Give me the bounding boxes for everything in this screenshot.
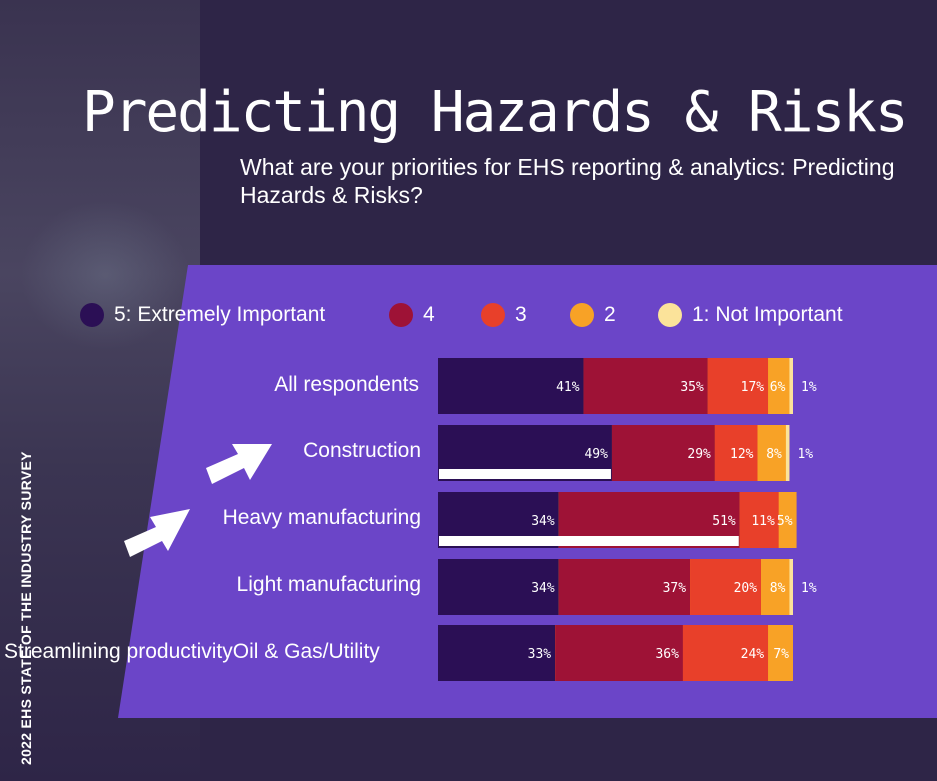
segment-label: 17% xyxy=(741,380,765,395)
segment-label: 12% xyxy=(730,447,754,462)
bar-segment xyxy=(785,425,790,481)
bar-segment xyxy=(714,425,758,481)
segment-label: 34% xyxy=(531,514,555,529)
highlight-underline xyxy=(439,536,739,546)
highlight-underline xyxy=(439,469,611,479)
segment-label: 33% xyxy=(528,647,552,662)
segment-label: 7% xyxy=(773,647,789,662)
bar-segment xyxy=(558,559,691,615)
bar-segment xyxy=(768,625,793,681)
arrow-right-icon xyxy=(206,444,272,484)
bar-segment xyxy=(555,625,683,681)
legend-label: 2 xyxy=(604,303,616,326)
segment-label: 1% xyxy=(801,581,817,596)
side-caption: 2022 EHS STATE OF THE INDUSTRY SURVEY xyxy=(18,451,34,765)
legend-label: 3 xyxy=(515,303,527,326)
category-label-light: Light manufacturing xyxy=(236,573,421,596)
legend-label: 1: Not Important xyxy=(692,303,843,326)
segment-label: 8% xyxy=(770,581,786,596)
segment-label: 34% xyxy=(531,581,555,596)
segment-label: 41% xyxy=(556,380,580,395)
segment-label: 35% xyxy=(680,380,704,395)
segment-label: 1% xyxy=(801,380,817,395)
segment-label: 36% xyxy=(655,647,679,662)
segment-label: 11% xyxy=(751,514,775,529)
category-label-all: All respondents xyxy=(274,373,419,396)
bar-segment xyxy=(757,425,786,481)
bar-segment xyxy=(682,625,769,681)
bars-group: 41% 35% 17% 6% 1% 49% 29% 12% 8% 1% 34% 51% 11% 5% 34%… xyxy=(438,358,817,681)
segment-label: 1% xyxy=(797,447,813,462)
bar-segment xyxy=(778,492,797,548)
bar-segment xyxy=(789,559,793,615)
bar-segment xyxy=(789,358,793,414)
legend-label: 4 xyxy=(423,303,435,326)
legend-item-3: 3 xyxy=(481,303,527,327)
bar-segment xyxy=(768,358,790,414)
legend-item-1: 1: Not Important xyxy=(658,303,843,327)
segment-label: 37% xyxy=(663,581,687,596)
legend-swatch xyxy=(658,303,682,327)
background-glow xyxy=(20,200,190,350)
category-label-oil-gas: Streamlining productivityOil & Gas/Utili… xyxy=(4,640,380,663)
bar-segment xyxy=(438,625,556,681)
segment-label: 24% xyxy=(741,647,765,662)
segment-label: 8% xyxy=(766,447,782,462)
segment-label: 49% xyxy=(584,447,608,462)
legend-item-5: 5: Extremely Important xyxy=(80,303,325,327)
legend-item-4: 4 xyxy=(389,303,435,327)
segment-label: 29% xyxy=(687,447,711,462)
category-label-construction: Construction xyxy=(303,439,421,462)
bar-segment xyxy=(761,559,790,615)
bar-segment xyxy=(438,358,584,414)
legend-swatch xyxy=(389,303,413,327)
bar-segment xyxy=(611,425,715,481)
bar-segment xyxy=(690,559,762,615)
bar-segment xyxy=(583,358,708,414)
segment-label: 6% xyxy=(770,380,786,395)
legend-swatch xyxy=(481,303,505,327)
legend-swatch xyxy=(80,303,104,327)
segment-label: 20% xyxy=(734,581,758,596)
bar-segment xyxy=(438,559,559,615)
arrow-right-icon xyxy=(124,509,190,557)
segment-label: 51% xyxy=(712,514,736,529)
segment-label: 5% xyxy=(777,514,793,529)
legend-swatch xyxy=(570,303,594,327)
legend-label: 5: Extremely Important xyxy=(114,303,326,326)
page-subtitle: What are your priorities for EHS reporti… xyxy=(240,154,895,208)
bar-segment xyxy=(707,358,769,414)
page-title: Predicting Hazards & Risks xyxy=(82,80,909,145)
legend-item-2: 2 xyxy=(570,303,616,327)
bar-segment xyxy=(739,492,779,548)
category-label-heavy: Heavy manufacturing xyxy=(222,506,421,529)
